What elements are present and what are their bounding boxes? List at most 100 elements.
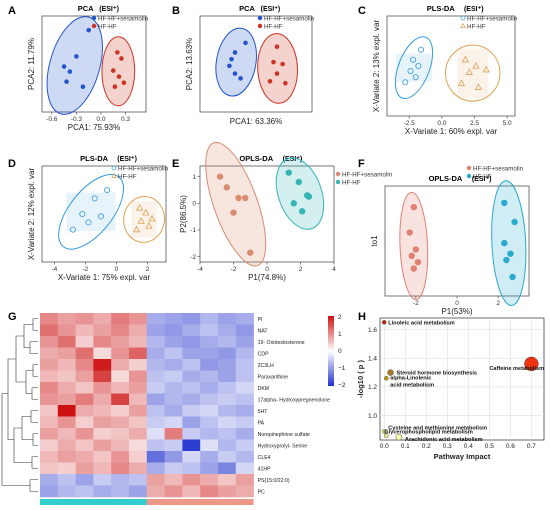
heatmap-cell [129, 313, 148, 325]
heatmap-cell [129, 462, 148, 475]
data-point [267, 78, 273, 84]
data-point [501, 239, 508, 247]
heatmap-row-label: 2C3LH [258, 363, 274, 369]
pathway-label: alpha-Linolenic [390, 375, 431, 381]
x-axis-label: P1(74.8%) [248, 273, 286, 282]
y-axis-label: -log10 ( p ) [356, 360, 365, 398]
dendrogram-branch [21, 416, 33, 440]
heatmap-cell [40, 393, 59, 406]
panel-H: 0.0 0.1 0.2 0.3 0.4 0.5 0.6 0.7 1.0 1.2 1.4 1.6 Path… [356, 317, 545, 461]
x-tick-label: 0 [115, 266, 119, 273]
data-point [274, 71, 280, 76]
data-point [97, 213, 104, 220]
heatmap-cell [75, 474, 94, 486]
x-tick-label: 2 [496, 300, 500, 307]
data-point [85, 219, 92, 226]
heatmap-row-label: Hydroxyprolyl- Serine [258, 444, 308, 450]
legend-label: HF-HF [342, 179, 361, 186]
heatmap-cell [200, 485, 219, 498]
heatmap-cell [164, 393, 183, 406]
heatmap-cell [40, 439, 59, 452]
pathway-label: Linoleic acid metabolism [388, 320, 455, 326]
data-point [110, 68, 116, 73]
data-point [271, 59, 276, 65]
x-tick-label: 0.5 [485, 443, 494, 450]
heatmap-cell [40, 451, 59, 463]
data-point [112, 84, 118, 90]
legend-marker [111, 172, 117, 178]
heatmap-cell [146, 336, 165, 348]
heatmap-cell [235, 485, 254, 498]
data-point [295, 178, 303, 186]
heatmap-cell [146, 416, 165, 429]
heatmap-cell [218, 359, 237, 371]
colorbar-tick-label: 0 [338, 348, 342, 355]
heatmap-cell [93, 451, 112, 463]
heatmap-cell [182, 462, 201, 475]
x-tick-label: -0.3 [71, 116, 83, 123]
panel-letter-A: A [8, 5, 16, 17]
heatmap-cell [218, 439, 237, 452]
heatmap-cell [129, 405, 148, 417]
dendrogram-branch [7, 358, 16, 440]
pathway-point [384, 433, 389, 438]
chart-title-mode: (ESI⁺) [472, 176, 492, 183]
legend-marker [466, 165, 472, 171]
x-tick-label: 0.3 [443, 443, 452, 450]
heatmap-cell [164, 313, 183, 325]
x-axis-label: Pathway Impact [434, 452, 491, 461]
data-point [132, 225, 141, 233]
chart-title-mode: (ESI⁺) [117, 156, 137, 163]
heatmap-cell [146, 347, 165, 360]
data-point [274, 44, 280, 50]
legend-label: HF-HF+sesamolin [467, 15, 518, 22]
panel-letter-D: D [8, 158, 16, 170]
data-point [135, 203, 144, 211]
data-point [472, 61, 480, 69]
group-ellipse [275, 157, 325, 230]
group-ellipse [215, 27, 257, 97]
heatmap-cell [146, 405, 165, 417]
heatmap-cell [75, 462, 94, 475]
data-point [86, 27, 91, 33]
heatmap-cell [235, 336, 254, 348]
heatmap-cell [182, 382, 201, 394]
legend-marker [466, 173, 472, 179]
group-ellipse [257, 33, 298, 104]
heatmap-row-label: 41HP [258, 467, 272, 473]
data-point [402, 79, 409, 86]
row-dendrogram [1, 318, 38, 492]
data-point [406, 229, 413, 236]
heatmap-cell [75, 382, 94, 394]
data-point [290, 200, 297, 207]
heatmap-cell [129, 359, 148, 371]
heatmap-cell [218, 370, 237, 383]
x-tick-label: 0.0 [437, 120, 446, 127]
group-ellipse [58, 173, 124, 250]
legend-label: HF-HF+sesamolin [118, 165, 169, 172]
panel-letter-E: E [172, 158, 179, 170]
data-point [501, 199, 508, 207]
heatmap-cell [182, 428, 201, 440]
heatmap-cell [218, 347, 237, 360]
data-point [70, 226, 77, 233]
plot-frame [41, 165, 167, 263]
heatmap-cell [146, 474, 165, 486]
heatmap-cell [235, 474, 254, 486]
y-tick-label: -1 [190, 227, 196, 234]
x-tick-label: -4 [52, 266, 58, 273]
heatmap-cell [218, 416, 237, 429]
x-tick-label: 5.0 [503, 120, 512, 127]
heatmap-cell [146, 451, 165, 463]
heatmap-cell [129, 428, 148, 440]
heatmap-cell [129, 439, 148, 452]
y-axis-label: PCA2: 11.79% [27, 38, 36, 90]
data-point [232, 50, 238, 55]
heatmap-cell [235, 439, 254, 452]
pathway-point [387, 369, 394, 376]
heatmap-cell [111, 462, 130, 475]
legend-marker [257, 23, 263, 29]
